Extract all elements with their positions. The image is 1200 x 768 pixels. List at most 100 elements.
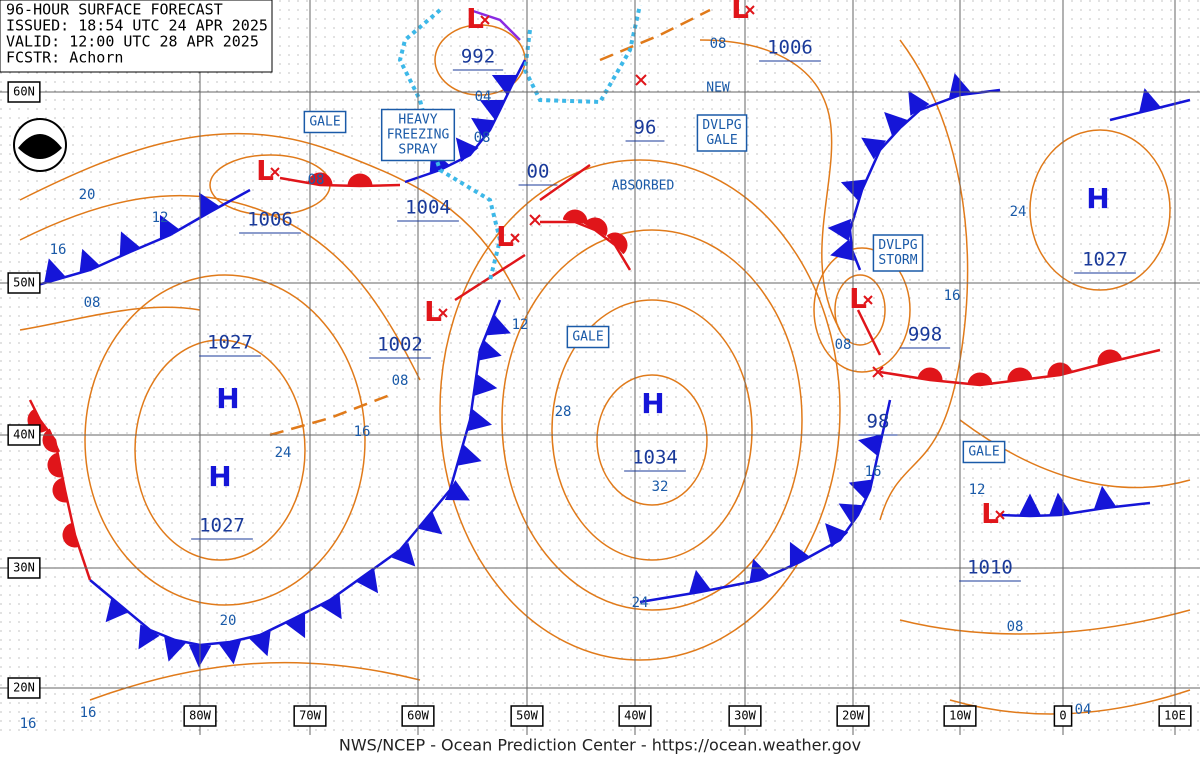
isobar-label: 12 [152,210,169,226]
latitude-label: 20N [13,681,35,695]
latitude-label: 50N [13,276,35,290]
annotation: GALE [968,445,999,460]
low-cross [438,308,448,318]
longitude-label: 10W [949,709,971,723]
annotation: HEAVY [398,113,437,128]
low-cross [863,295,873,305]
latitude-label: 60N [13,85,35,99]
longitude-label: 20W [842,709,864,723]
longitude-label: 40W [624,709,646,723]
high-symbol: H [208,460,231,493]
footer: NWS/NCEP - Ocean Prediction Center - htt… [339,736,861,755]
isobar-label: 20 [220,613,237,629]
latitude-label: 40N [13,428,35,442]
longitude-label-box [943,705,977,727]
annotation: SPRAY [398,143,437,158]
labels: 60N 50N 40N 30N 20N 80W 70W 60W 50W 40W 30W 20W 10W 0… [0,0,1200,735]
isobar-label: 24 [1010,204,1027,220]
header-line: FCSTR: Achorn [6,49,123,67]
annotation-box [696,114,748,152]
latitude-label: 30N [13,561,35,575]
isobar-label: 12 [969,482,986,498]
isobar-label: 04 [1075,702,1092,718]
pressure-label: 1006 [767,37,813,59]
isobar-label: 08 [392,373,409,389]
low-cross [480,15,490,25]
pressure-label: 1010 [967,557,1013,579]
latitude-label-box [7,557,41,579]
annotation: STORM [878,253,917,268]
annotation-box [303,110,347,134]
low-cross [510,233,520,243]
longitude-label-box [728,705,762,727]
pressure-label: 1027 [1082,249,1128,271]
isobar-label: 16 [20,716,37,732]
annotation: NEW [706,81,730,96]
isobar-label: 16 [50,242,67,258]
isobar-label: 20 [79,187,96,203]
annotation: GALE [706,133,737,148]
pressure-label: 1027 [199,515,245,537]
pressure-label: 998 [908,324,942,346]
longitude-label-box [618,705,652,727]
pressure-label: 1034 [632,447,678,469]
longitude-label-box [1053,705,1073,727]
low-cross [270,167,280,177]
latitude-label-box [7,272,41,294]
pressure-label: 1002 [377,334,423,356]
longitude-label-box [183,705,217,727]
pressure-label: 1004 [405,197,451,219]
longitude-label-box [836,705,870,727]
longitude-label: 30W [734,709,756,723]
low-cross [745,5,755,15]
low-symbol: L [981,497,999,530]
header-line: ISSUED: 18:54 UTC 24 APR 2025 [6,17,268,35]
pressure-label: 00 [527,161,550,183]
longitude-label-box [510,705,544,727]
low-cross [995,510,1005,520]
isobar-label: 16 [80,705,97,721]
header-line: VALID: 12:00 UTC 28 APR 2025 [6,33,259,51]
pressure-label: 1006 [247,209,293,231]
annotation: GALE [572,330,603,345]
noaa-logo [13,118,67,172]
low-symbol: L [466,2,484,35]
isobar-label: 08 [474,130,491,146]
annotation: GALE [309,115,340,130]
longitude-label-box [401,705,435,727]
annotation-box [962,440,1006,464]
isobar-label: 28 [555,404,572,420]
annotation: ABSORBED [612,179,675,194]
isobar-label: 32 [652,479,669,495]
isobar-label: 08 [1007,619,1024,635]
isobar-label: 16 [944,288,961,304]
isobar-label: 04 [475,89,492,105]
header-box [0,0,273,73]
longitude-label-box [293,705,327,727]
annotation: DVLPG [702,118,741,133]
isobar-label: 08 [308,172,325,188]
isobar-label: 16 [354,424,371,440]
low-symbol: L [424,295,442,328]
header-line: 96-HOUR SURFACE FORECAST [6,1,223,19]
longitude-label: 70W [299,709,321,723]
annotation-box [566,325,610,349]
isobar-label: 24 [275,445,292,461]
longitude-label: 50W [516,709,538,723]
isobar-label: 08 [835,337,852,353]
pressure-label: 1027 [207,332,253,354]
low-symbol: L [496,220,514,253]
high-symbol: H [1086,182,1109,215]
isobar-label: 16 [865,464,882,480]
isobar-label: 24 [632,595,649,611]
longitude-label: 80W [189,709,211,723]
annotation-box [872,234,924,272]
low-symbol: L [731,0,749,25]
latitude-label-box [7,677,41,699]
latitude-label-box [7,424,41,446]
annotation-box [380,108,456,162]
longitude-label: 10E [1164,709,1186,723]
low-symbol: L [256,154,274,187]
high-symbol: H [641,387,664,420]
